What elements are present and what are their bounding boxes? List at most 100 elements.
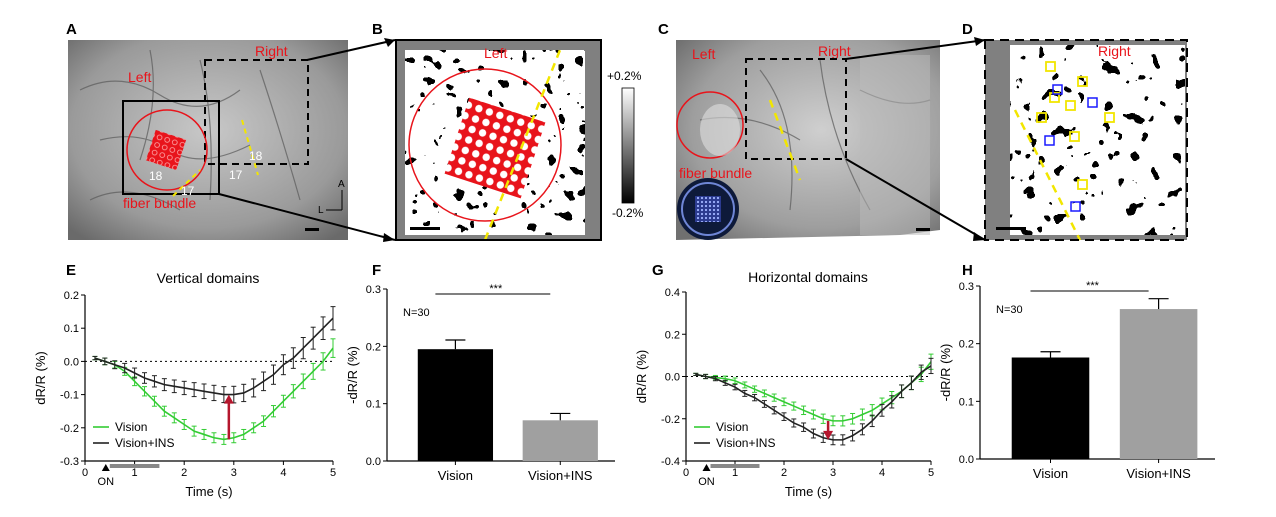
- label-fiber-bundle-a: fiber bundle: [123, 195, 196, 211]
- fiber-circle-b: [408, 68, 562, 222]
- colorbar-bottom-label: -0.2%: [612, 206, 644, 220]
- y-tick-label: 0.4: [665, 287, 680, 299]
- y-tick-label: 0.2: [665, 329, 680, 341]
- onset-label: ON: [698, 476, 715, 488]
- chart-title: Horizontal domains: [748, 269, 868, 285]
- difference-arrowhead: [223, 394, 234, 404]
- stimulus-bar: [710, 464, 760, 468]
- onset-marker: [101, 464, 110, 471]
- dashed-roi-a: [204, 59, 309, 165]
- y-axis-label: dR/R (%): [634, 350, 649, 403]
- horizontal-domain-markers-d: [1036, 61, 1115, 190]
- chart-e-vertical-domains: Vertical domains -0.3 -0.2 -0.1 0.0 0.1 0.2 0 1 2…: [33, 270, 336, 499]
- chart-h-bar: 0.0 0.1 0.2 0.3 -dR/R (%) Vision Vision+INS N=3…: [938, 280, 1215, 481]
- fiber-circle-c: [676, 91, 744, 159]
- y-tick-label: 0.1: [366, 399, 381, 411]
- cortex-image-a: [68, 40, 348, 240]
- x-tick-label: 1: [132, 467, 138, 479]
- x-axis-label: Time (s): [185, 484, 232, 499]
- x-tick-label: 5: [330, 467, 336, 479]
- y-tick-label: -0.1: [60, 390, 79, 402]
- panel-letter-c: C: [658, 21, 669, 38]
- area-18-label-a2: 18: [249, 149, 263, 163]
- n-label: N=30: [403, 307, 430, 319]
- y-tick-label: 0.0: [665, 372, 680, 384]
- y-tick-label: 0.0: [64, 356, 79, 368]
- scale-bar-a: [305, 228, 319, 231]
- x-tick-label: 2: [181, 467, 187, 479]
- panel-c: C Left Right fiber bundle: [658, 21, 986, 241]
- category-label: Vision: [1033, 466, 1068, 481]
- x-tick-label: 0: [82, 467, 88, 479]
- panel-letter-e: E: [66, 262, 76, 279]
- y-tick-label: 0.2: [366, 341, 381, 353]
- fiber-circle-a: [126, 109, 208, 191]
- blood-vessels-a: [79, 49, 301, 211]
- label-right-a: Right: [255, 43, 288, 59]
- area-17-label-a1: 17: [181, 184, 195, 198]
- x-axis-label: Time (s): [785, 484, 832, 499]
- zoom-line-c1: [845, 39, 986, 60]
- area-17-label-a2: 17: [229, 168, 243, 182]
- x-tick-label: 1: [732, 467, 738, 479]
- fiber-grid-a: [145, 129, 187, 171]
- x-tick-label: 3: [231, 467, 237, 479]
- legend-label: Vision: [115, 420, 147, 434]
- scale-bar-c: [916, 228, 930, 231]
- y-tick-label: 0.3: [366, 284, 381, 296]
- n-label: N=30: [996, 304, 1023, 316]
- y-tick-label: -0.4: [661, 456, 680, 468]
- compass-a-label: A: [338, 179, 345, 190]
- border-line-b: [483, 49, 562, 241]
- panel-b: B Left +0.2% -0.2%: [372, 21, 644, 241]
- y-tick-label: 0.1: [64, 323, 79, 335]
- panel-letter-f: F: [372, 262, 381, 279]
- label-left-a: Left: [128, 69, 151, 85]
- zoom-line-a1: [306, 39, 396, 61]
- colorbar-b: [621, 87, 635, 204]
- panel-a: A Left Right 18 17 17 18 fiber bundle A …: [66, 21, 396, 242]
- frame-b: [395, 39, 602, 241]
- significance-stars: ***: [489, 283, 503, 295]
- y-tick-label: 0.0: [366, 456, 381, 468]
- frame-d: [984, 39, 1188, 241]
- label-fiber-bundle-c: fiber bundle: [679, 165, 752, 181]
- x-tick-label: 0: [683, 467, 689, 479]
- y-tick-label: -0.2: [661, 414, 680, 426]
- panel-letter-h: H: [962, 262, 973, 279]
- y-axis-label: -dR/R (%): [345, 346, 360, 404]
- label-right-d: Right: [1098, 43, 1131, 59]
- bar-vision: [1011, 357, 1090, 459]
- dashed-roi-c: [745, 58, 847, 160]
- y-tick-label: 0.2: [959, 339, 974, 351]
- area-18-label-a1: 18: [149, 169, 163, 183]
- x-tick-label: 2: [781, 467, 787, 479]
- y-tick-label: 0.2: [64, 290, 79, 302]
- bar-vision-ins: [1119, 309, 1198, 459]
- colorbar-top-label: +0.2%: [607, 69, 642, 83]
- border-line-d: [1013, 109, 1082, 241]
- category-label: Vision+INS: [1126, 466, 1191, 481]
- x-tick-label: 4: [280, 467, 286, 479]
- y-tick-label: 0.1: [959, 396, 974, 408]
- border-line-c: [768, 99, 802, 181]
- chart-f-bar: 0.0 0.1 0.2 0.3 -dR/R (%) Vision Vision+INS N=3…: [345, 283, 615, 483]
- zoom-line-a2: [218, 193, 396, 241]
- significance-stars: ***: [1086, 280, 1100, 292]
- y-tick-label: -0.2: [60, 423, 79, 435]
- label-right-c: Right: [818, 43, 851, 59]
- y-tick-label: 0.0: [959, 454, 974, 466]
- bar-vision: [417, 349, 494, 461]
- compass-a: A L: [318, 179, 345, 216]
- fiber-grid-b: [444, 97, 546, 199]
- y-axis-label: -dR/R (%): [938, 344, 953, 402]
- panel-letter-g: G: [652, 262, 664, 279]
- label-left-c: Left: [692, 46, 715, 62]
- panel-letter-a: A: [66, 21, 77, 38]
- chart-g-horizontal-domains: Horizontal domains -0.4 -0.2 0.0 0.2 0.4 0 1 2 3 4…: [634, 269, 934, 499]
- category-label: Vision: [438, 468, 473, 483]
- legend-label: Vision: [716, 420, 748, 434]
- panel-letter-d: D: [962, 21, 973, 38]
- panel-d: D Right: [962, 21, 1188, 241]
